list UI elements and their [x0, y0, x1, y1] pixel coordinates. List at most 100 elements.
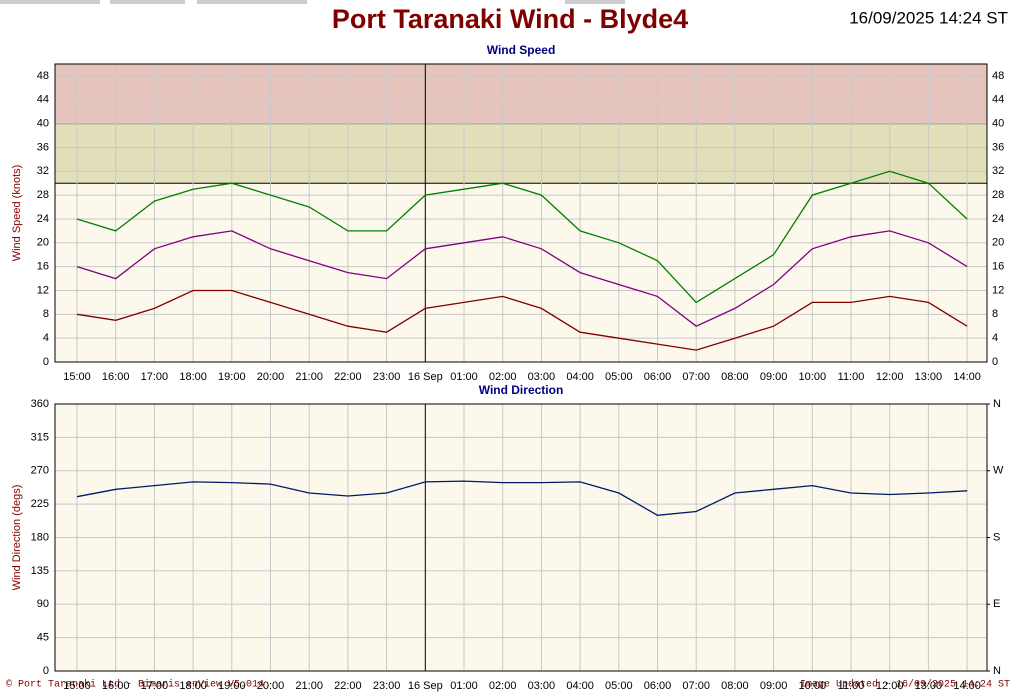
- y-tick-label: 135: [31, 565, 49, 577]
- x-tick-label: 01:00: [450, 371, 478, 383]
- y2-tick-label: 36: [992, 141, 1004, 153]
- band: [55, 64, 987, 124]
- x-tick-label: 05:00: [605, 371, 633, 383]
- x-tick-label: 14:00: [953, 371, 981, 383]
- y-tick-label: 12: [37, 284, 49, 296]
- x-tick-label: 18:00: [179, 371, 207, 383]
- y-tick-label: 40: [37, 118, 49, 130]
- x-tick-label: 02:00: [489, 680, 517, 692]
- x-tick-label: 03:00: [528, 371, 556, 383]
- x-tick-label: 13:00: [915, 680, 943, 692]
- x-tick-label: 16:00: [102, 371, 130, 383]
- x-tick-label: 08:00: [721, 680, 749, 692]
- x-tick-label: 16 Sep: [408, 680, 443, 692]
- chart-title: Wind Speed: [487, 43, 556, 57]
- y2-tick-label: 24: [992, 213, 1004, 225]
- y-tick-label: 16: [37, 261, 49, 273]
- y2-tick-label: 16: [992, 261, 1004, 273]
- x-tick-label: 11:00: [838, 371, 865, 383]
- tab[interactable]: [0, 0, 100, 4]
- footer-left: © Port Taranaki Ltd - Bimaris enView V5.…: [6, 679, 264, 691]
- y-tick-label: 0: [43, 356, 49, 368]
- x-tick-label: 06:00: [644, 371, 672, 383]
- y2-tick-label: 4: [992, 332, 998, 344]
- y2-tick-label: 44: [992, 94, 1004, 106]
- timestamp: 16/09/2025 14:24 ST: [849, 8, 1008, 27]
- x-tick-label: 08:00: [721, 371, 749, 383]
- y-tick-label: 36: [37, 141, 49, 153]
- x-tick-label: 22:00: [334, 680, 362, 692]
- x-tick-label: 10:00: [799, 680, 827, 692]
- y-tick-label: 32: [37, 165, 49, 177]
- x-tick-label: 01:00: [450, 680, 478, 692]
- y-tick-label: 8: [43, 308, 49, 320]
- footer-right: Image Updated - 16/09/2025 14:24 ST: [800, 679, 1010, 691]
- x-tick-label: 22:00: [334, 371, 362, 383]
- x-tick-label: 02:00: [489, 371, 517, 383]
- plot-border: [54, 63, 988, 363]
- y-tick-label: 44: [37, 94, 49, 106]
- y-tick-label: 4: [43, 332, 49, 344]
- y-tick-label: 360: [31, 398, 49, 410]
- x-tick-label: 16:00: [102, 680, 130, 692]
- chart-title: Wind Direction: [479, 383, 564, 397]
- y2-tick-label: 40: [992, 118, 1004, 130]
- y2-tick-label: 20: [992, 237, 1004, 249]
- y-tick-label: 225: [31, 498, 49, 510]
- x-tick-label: 17:00: [141, 371, 169, 383]
- y-tick-label: 28: [37, 189, 49, 201]
- page-title: Port Taranaki Wind - Blyde4: [332, 4, 688, 34]
- series-line: [76, 170, 968, 304]
- x-tick-label: 09:00: [760, 371, 788, 383]
- plot-border: [54, 403, 988, 672]
- x-tick-label: 13:00: [915, 371, 943, 383]
- y-tick-label: 20: [37, 237, 49, 249]
- x-tick-label: 19:00: [218, 371, 246, 383]
- x-tick-label: 07:00: [682, 680, 710, 692]
- y-tick-label: 315: [31, 431, 49, 443]
- x-tick-label: 05:00: [605, 680, 633, 692]
- x-tick-label: 18:00: [179, 680, 207, 692]
- x-tick-label: 19:00: [218, 680, 246, 692]
- x-tick-label: 06:00: [644, 680, 672, 692]
- tab[interactable]: [197, 0, 307, 4]
- y-tick-label: 90: [37, 598, 49, 610]
- y2-tick-label: E: [993, 598, 1000, 610]
- series-line: [76, 289, 968, 351]
- y2-tick-label: 8: [992, 308, 998, 320]
- y-axis-label: Wind Direction (degs): [11, 485, 23, 591]
- x-tick-label: 11:00: [838, 680, 865, 692]
- y-tick-label: 0: [43, 665, 49, 677]
- y-tick-label: 180: [31, 531, 49, 543]
- y2-tick-label: S: [993, 531, 1000, 543]
- x-tick-label: 12:00: [876, 371, 904, 383]
- x-tick-label: 09:00: [760, 680, 788, 692]
- y2-tick-label: 0: [992, 356, 998, 368]
- tab[interactable]: [110, 0, 185, 4]
- x-tick-label: 04:00: [566, 371, 594, 383]
- x-tick-label: 21:00: [295, 680, 323, 692]
- x-tick-label: 23:00: [373, 680, 401, 692]
- y2-tick-label: N: [993, 665, 1001, 677]
- y2-tick-label: 48: [992, 70, 1004, 82]
- y2-tick-label: 32: [992, 165, 1004, 177]
- x-tick-label: 21:00: [295, 371, 323, 383]
- x-tick-label: 15:00: [63, 371, 91, 383]
- y-tick-label: 270: [31, 465, 49, 477]
- x-tick-label: 10:00: [799, 371, 827, 383]
- tab[interactable]: [565, 0, 625, 4]
- y-axis-label: Wind Speed (knots): [11, 165, 23, 262]
- y2-tick-label: 12: [992, 284, 1004, 296]
- x-tick-label: 23:00: [373, 371, 401, 383]
- y-tick-label: 45: [37, 632, 49, 644]
- y2-tick-label: 28: [992, 189, 1004, 201]
- x-tick-label: 16 Sep: [408, 371, 443, 383]
- y2-tick-label: N: [993, 398, 1001, 410]
- x-tick-label: 20:00: [257, 680, 285, 692]
- x-tick-label: 14:00: [953, 680, 981, 692]
- y-tick-label: 24: [37, 213, 49, 225]
- series-line: [76, 230, 968, 327]
- y2-tick-label: W: [993, 465, 1004, 477]
